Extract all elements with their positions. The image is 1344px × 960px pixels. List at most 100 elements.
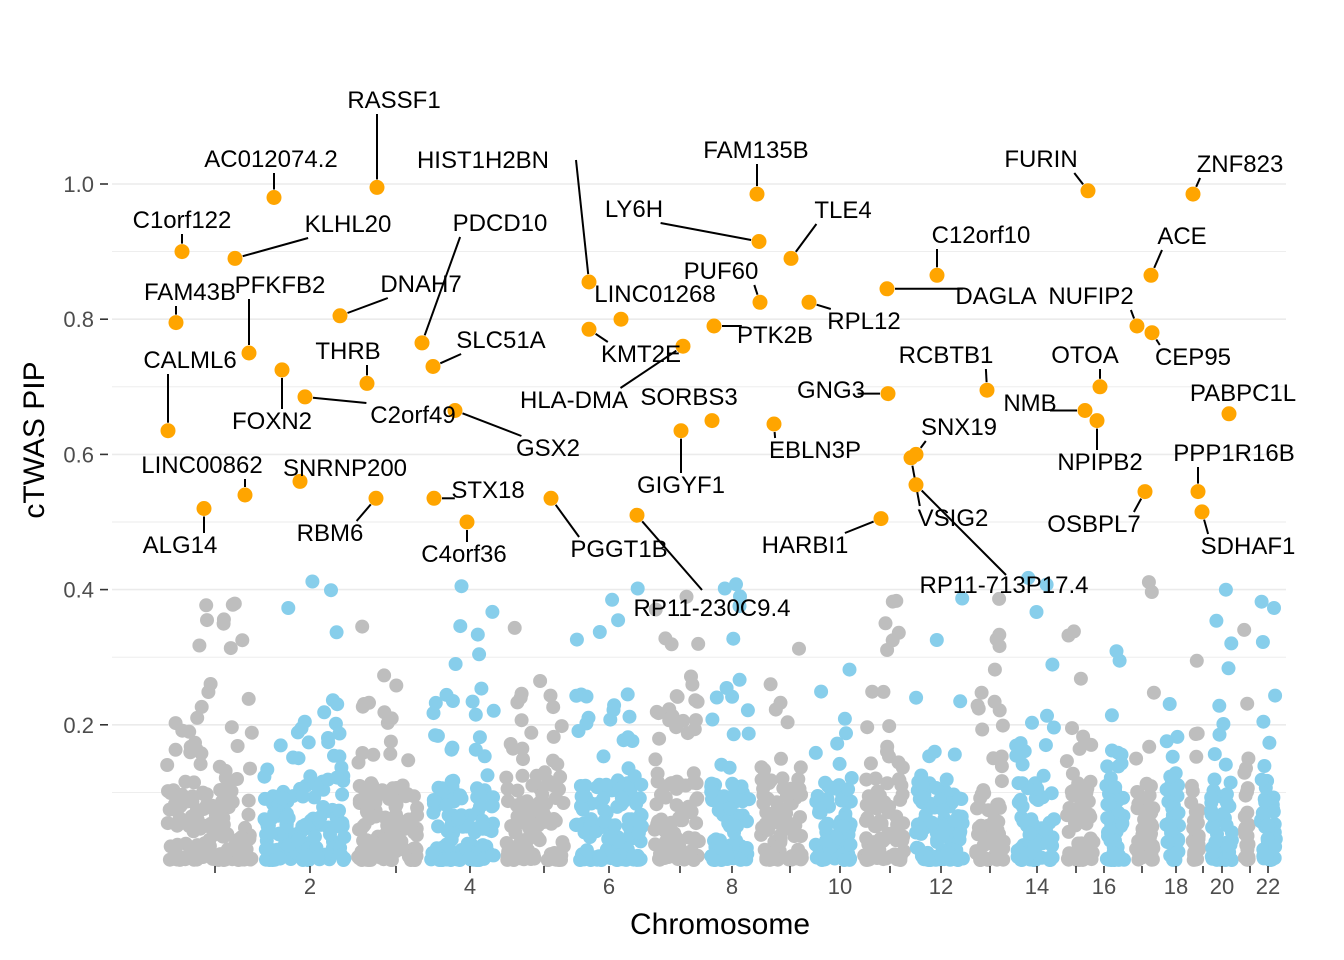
gene-point	[733, 589, 747, 604]
highlighted-gene-point	[414, 335, 430, 351]
gene-point	[681, 830, 696, 845]
gene-point	[1260, 831, 1275, 846]
highlighted-gene-point	[168, 315, 184, 331]
gene-point	[1254, 594, 1269, 609]
gene-point	[183, 739, 198, 754]
gene-point	[880, 776, 895, 791]
label-connector	[816, 303, 832, 310]
gene-point	[1256, 714, 1271, 729]
gene-point	[508, 825, 523, 840]
gene-point	[728, 819, 742, 834]
gene-point	[185, 789, 200, 804]
highlighted-gene-point	[673, 423, 689, 439]
gene-point	[813, 805, 828, 820]
gene-point	[213, 783, 228, 797]
gene-point	[620, 687, 635, 702]
gene-label: GNG3	[797, 377, 865, 404]
x-tick-label: 22	[1256, 874, 1280, 899]
gene-point	[1009, 738, 1024, 753]
gene-point	[539, 796, 554, 811]
gene-point	[975, 850, 990, 864]
gene-point	[859, 852, 874, 867]
gene-point	[927, 744, 942, 759]
gene-point	[514, 713, 529, 728]
gene-point	[818, 819, 833, 834]
gene-point	[729, 577, 743, 592]
gene-label: OTOA	[1051, 342, 1119, 369]
x-tick-label: 20	[1210, 874, 1234, 899]
gene-point	[569, 632, 584, 647]
gene-point	[757, 773, 772, 788]
y-tick-label: 0.4	[63, 578, 94, 603]
background-points	[160, 570, 1283, 867]
gene-point	[955, 591, 970, 606]
gene-point	[634, 777, 649, 792]
gene-point	[652, 852, 667, 867]
highlighted-gene-point	[359, 375, 375, 391]
gene-point	[836, 819, 851, 834]
gene-point	[199, 787, 214, 802]
highlighted-gene-point	[979, 382, 995, 398]
gene-point	[1241, 751, 1256, 766]
gene-point	[1221, 661, 1236, 676]
gene-point	[332, 803, 346, 818]
label-connector	[660, 222, 752, 241]
gene-point	[1255, 806, 1270, 820]
gene-label: CALML6	[143, 347, 236, 374]
gene-point	[830, 736, 845, 751]
gene-point	[630, 581, 645, 596]
gene-point	[834, 793, 849, 808]
y-tick-label: 0.6	[63, 442, 94, 467]
gene-point	[690, 791, 705, 806]
highlighted-gene-point	[174, 244, 190, 260]
gene-point	[794, 847, 809, 862]
label-connector	[773, 431, 777, 439]
label-connectors	[167, 114, 1210, 591]
gene-point	[1129, 751, 1144, 766]
highlighted-gene-point	[613, 311, 629, 327]
gene-point	[1039, 823, 1053, 838]
label-connector	[844, 520, 874, 534]
gene-point	[1014, 853, 1029, 867]
highlighted-gene-point	[237, 487, 253, 503]
gene-point	[1038, 738, 1053, 753]
highlighted-gene-point	[1221, 406, 1237, 422]
gene-label: PTK2B	[737, 322, 813, 349]
gene-point	[766, 852, 781, 867]
gene-point	[669, 689, 684, 704]
gene-point	[394, 834, 409, 849]
gene-point	[688, 713, 703, 728]
highlighted-gene-point	[766, 416, 782, 432]
gene-point	[882, 719, 897, 734]
gene-label: PUF60	[684, 258, 759, 285]
gene-point	[329, 625, 344, 640]
gene-point	[216, 616, 231, 631]
gene-point	[1141, 575, 1156, 590]
gene-point	[548, 852, 563, 867]
gene-label: RP11-230C9.4	[634, 595, 791, 622]
highlighted-gene-point	[704, 413, 720, 429]
gene-point	[389, 797, 404, 812]
gene-point	[230, 739, 245, 753]
gene-point	[709, 690, 724, 705]
gene-point	[398, 789, 413, 804]
gene-point	[1189, 653, 1204, 668]
gene-point	[303, 769, 318, 784]
gene-label: FURIN	[1004, 146, 1077, 173]
highlighted-gene-point	[459, 514, 475, 530]
gene-point	[763, 677, 778, 692]
gene-point	[267, 806, 282, 821]
gene-point	[224, 784, 239, 799]
gene-point	[323, 827, 337, 842]
label-connector	[1073, 172, 1084, 186]
gene-point	[652, 731, 667, 746]
gene-point	[307, 829, 322, 844]
gene-point	[474, 681, 489, 696]
gene-point	[516, 752, 530, 767]
gene-point	[579, 843, 594, 858]
gene-point	[1212, 698, 1227, 713]
gene-point	[407, 825, 421, 840]
gene-point	[290, 725, 305, 740]
gene-point	[889, 823, 904, 838]
gene-point	[241, 691, 256, 706]
